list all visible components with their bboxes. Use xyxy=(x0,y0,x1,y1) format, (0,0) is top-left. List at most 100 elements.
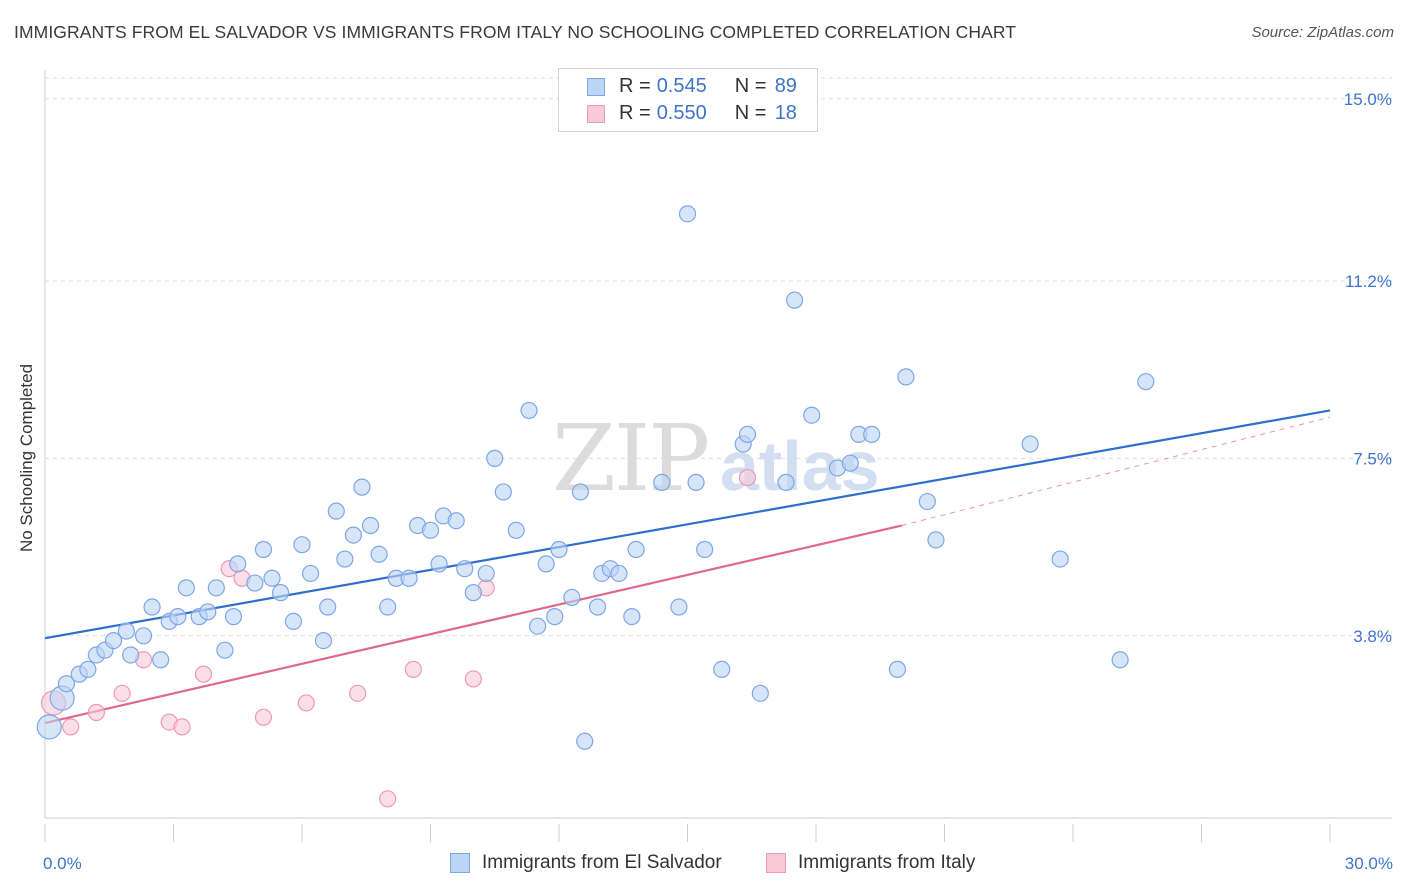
series-legend-italy[interactable]: Immigrants from Italy xyxy=(766,852,975,874)
points-layer xyxy=(36,205,1155,808)
data-point-el-salvador xyxy=(207,579,225,597)
legend-r-value: 0.550 xyxy=(656,102,707,124)
data-point-el-salvador xyxy=(696,540,714,559)
data-point-el-salvador xyxy=(379,598,397,616)
legend-n-value: 89 xyxy=(774,75,797,97)
data-point-el-salvador xyxy=(117,622,135,640)
data-point-el-salvador xyxy=(520,401,538,420)
data-point-italy xyxy=(113,684,131,702)
series-legend-label: Immigrants from El Salvador xyxy=(482,852,722,873)
data-point-el-salvador xyxy=(550,540,568,559)
data-point-el-salvador xyxy=(841,454,859,472)
legend-swatch-el-salvador xyxy=(587,77,605,96)
data-point-el-salvador xyxy=(199,603,217,621)
tick-label-layer: 3.8% 7.5% 11.2% 15.0% 0.0% 30.0% xyxy=(43,90,1393,873)
data-point-el-salvador xyxy=(687,473,705,491)
data-point-el-salvador xyxy=(588,598,607,616)
data-point-el-salvador xyxy=(224,608,243,626)
data-point-el-salvador xyxy=(494,483,512,501)
data-point-el-salvador xyxy=(421,521,440,539)
series-swatch-el-salvador xyxy=(450,853,470,873)
series-legend-label: Immigrants from Italy xyxy=(798,852,976,873)
data-point-el-salvador xyxy=(751,684,769,702)
data-point-el-salvador xyxy=(678,205,697,223)
data-point-el-salvador xyxy=(546,608,564,626)
axis-layer xyxy=(44,70,1392,842)
data-point-el-salvador xyxy=(36,714,62,740)
data-point-el-salvador xyxy=(79,660,97,678)
chart-title: IMMIGRANTS FROM EL SALVADOR VS IMMIGRANT… xyxy=(14,22,1017,42)
data-point-el-salvador xyxy=(361,516,380,535)
trend-line-italy-extension xyxy=(901,416,1331,526)
data-point-el-salvador xyxy=(507,521,525,539)
data-point-el-salvador xyxy=(738,425,757,444)
data-point-el-salvador xyxy=(897,368,915,386)
data-point-el-salvador xyxy=(803,406,821,424)
data-point-el-salvador xyxy=(670,598,688,616)
data-point-el-salvador xyxy=(263,569,281,587)
data-point-el-salvador xyxy=(353,478,371,496)
x-tick-label: 30.0% xyxy=(1345,854,1393,873)
data-point-el-salvador xyxy=(1137,373,1155,391)
data-point-el-salvador xyxy=(1051,550,1069,568)
trend-line-el-salvador xyxy=(44,409,1331,640)
data-point-el-salvador xyxy=(571,483,590,501)
data-point-el-salvador xyxy=(464,584,482,602)
data-point-el-salvador xyxy=(1111,651,1129,669)
data-point-el-salvador xyxy=(254,540,273,559)
data-point-el-salvador xyxy=(293,536,311,554)
source-label: Source: ZipAtlas.com xyxy=(1251,24,1394,41)
data-point-italy xyxy=(464,670,482,688)
data-point-el-salvador xyxy=(777,473,795,491)
data-point-el-salvador xyxy=(134,627,153,645)
data-point-el-salvador xyxy=(336,550,354,568)
data-point-el-salvador xyxy=(785,291,804,309)
y-tick-label: 3.8% xyxy=(1353,627,1392,646)
data-point-italy xyxy=(194,665,213,683)
data-point-italy xyxy=(173,718,191,736)
trend-line-italy xyxy=(44,524,902,725)
legend-n-label: N = xyxy=(734,75,767,97)
data-point-el-salvador xyxy=(301,564,320,583)
data-point-italy xyxy=(87,703,106,722)
legend-r-value: 0.545 xyxy=(656,75,707,97)
data-point-el-salvador xyxy=(216,641,234,659)
data-point-el-salvador xyxy=(627,540,645,559)
data-point-el-salvador xyxy=(623,608,641,626)
data-point-el-salvador xyxy=(177,579,195,597)
data-point-italy xyxy=(297,694,315,712)
data-point-italy xyxy=(254,708,273,726)
data-point-italy xyxy=(379,790,397,808)
data-point-el-salvador xyxy=(477,564,495,583)
data-point-el-salvador xyxy=(486,449,504,467)
data-point-el-salvador xyxy=(246,574,264,592)
data-point-el-salvador xyxy=(370,545,388,563)
y-axis-label: No Schooling Completed xyxy=(17,363,36,553)
data-point-el-salvador xyxy=(430,555,448,573)
series-swatch-italy xyxy=(766,853,786,873)
legend-n-label: N = xyxy=(734,102,767,124)
data-point-el-salvador xyxy=(344,526,362,544)
data-point-el-salvador xyxy=(327,502,345,520)
data-point-italy xyxy=(404,660,422,678)
data-point-el-salvador xyxy=(169,608,187,626)
trend-layer xyxy=(44,409,1331,725)
legend-row-el-salvador: R = 0.545 N = 89 xyxy=(559,73,797,100)
data-point-el-salvador xyxy=(576,732,594,750)
legend-n-value: 18 xyxy=(774,102,797,124)
data-point-el-salvador xyxy=(888,660,906,678)
watermark: ZIP atlas xyxy=(552,405,880,512)
data-point-el-salvador xyxy=(918,492,936,511)
data-point-el-salvador xyxy=(456,560,474,578)
data-point-el-salvador xyxy=(537,555,555,573)
x-tick-label: 0.0% xyxy=(43,854,82,873)
y-tick-label: 7.5% xyxy=(1353,449,1392,468)
data-point-italy xyxy=(62,718,80,736)
data-point-el-salvador xyxy=(863,425,881,444)
data-point-el-salvador xyxy=(319,598,337,616)
data-point-el-salvador xyxy=(528,617,547,635)
data-point-el-salvador xyxy=(713,660,731,678)
series-legend-el-salvador[interactable]: Immigrants from El Salvador xyxy=(450,852,722,874)
data-point-el-salvador xyxy=(284,612,303,631)
